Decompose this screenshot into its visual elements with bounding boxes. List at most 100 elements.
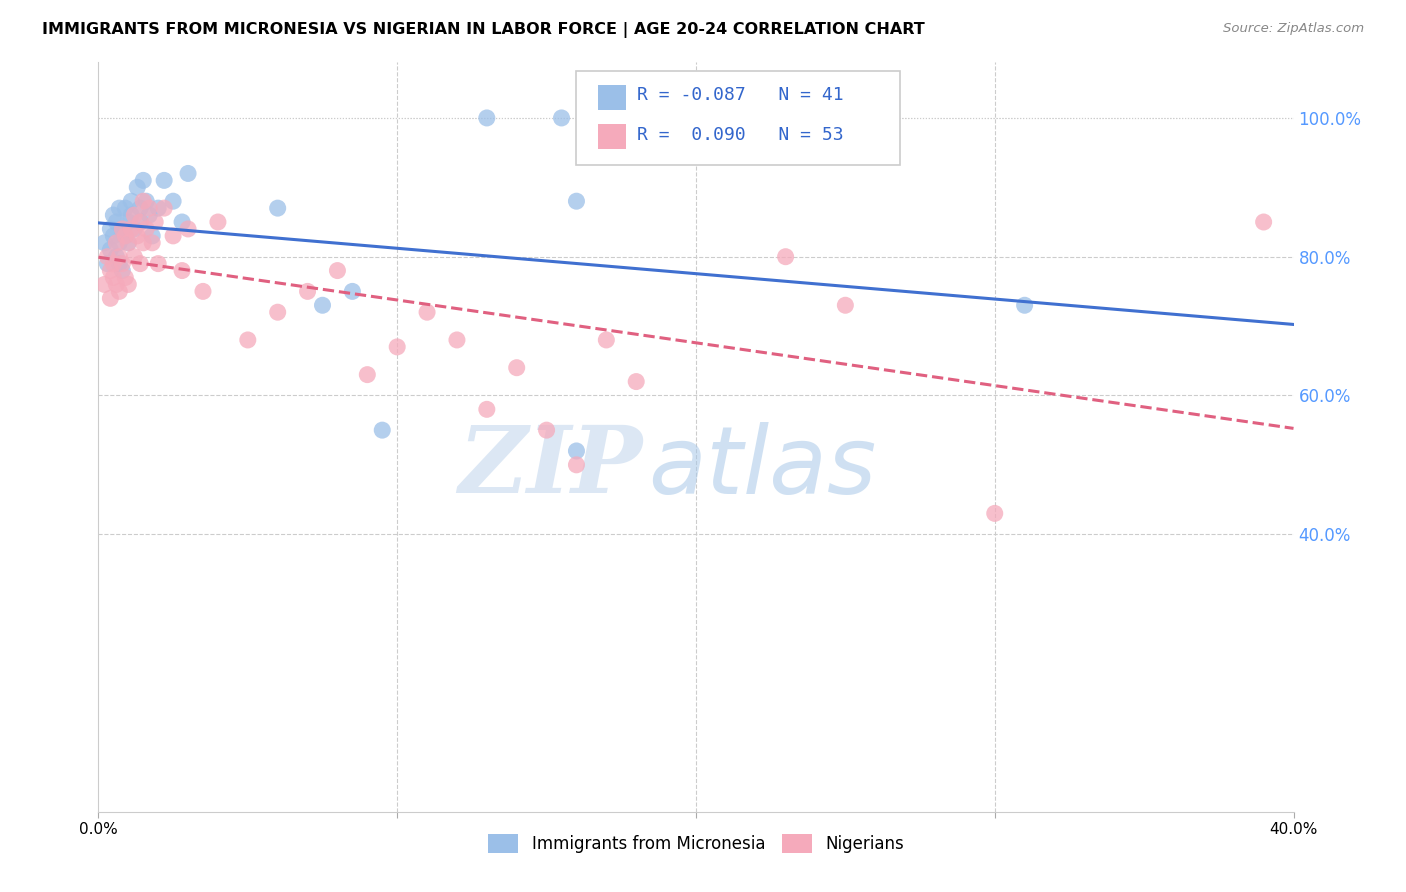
Point — [775, 250, 797, 264]
Point — [114, 228, 136, 243]
Point — [111, 222, 134, 236]
Point — [1253, 215, 1275, 229]
Point — [111, 257, 134, 271]
Point — [124, 250, 146, 264]
Point — [446, 333, 468, 347]
Point — [267, 201, 290, 215]
Point — [148, 257, 170, 271]
Text: ZIP: ZIP — [458, 422, 643, 512]
Point — [98, 291, 122, 305]
Point — [98, 263, 122, 277]
Point — [120, 194, 142, 209]
Point — [207, 215, 229, 229]
Point — [114, 201, 136, 215]
Legend: Immigrants from Micronesia, Nigerians: Immigrants from Micronesia, Nigerians — [481, 827, 911, 860]
Point — [141, 235, 163, 250]
Point — [129, 215, 152, 229]
Point — [153, 201, 176, 215]
Point — [132, 173, 155, 187]
Point — [162, 194, 184, 209]
Point — [475, 111, 498, 125]
Point — [105, 277, 128, 292]
Text: Source: ZipAtlas.com: Source: ZipAtlas.com — [1223, 22, 1364, 36]
Point — [177, 166, 200, 180]
Point — [105, 235, 128, 250]
Point — [834, 298, 856, 312]
Point — [141, 228, 163, 243]
Point — [371, 423, 394, 437]
Point — [93, 277, 115, 292]
Point — [565, 458, 588, 472]
Point — [162, 228, 184, 243]
Point — [138, 201, 160, 215]
Point — [536, 423, 558, 437]
Point — [191, 285, 214, 299]
Point — [416, 305, 439, 319]
Point — [135, 194, 157, 209]
Point — [103, 257, 125, 271]
Point — [96, 250, 118, 264]
Point — [108, 285, 131, 299]
Point — [127, 180, 149, 194]
Point — [120, 222, 142, 236]
Point — [103, 270, 125, 285]
Point — [124, 208, 146, 222]
Point — [267, 305, 290, 319]
Point — [626, 375, 648, 389]
Point — [565, 194, 588, 209]
Point — [385, 340, 409, 354]
Point — [108, 250, 131, 264]
Point — [356, 368, 378, 382]
Text: atlas: atlas — [648, 422, 876, 513]
Point — [111, 263, 134, 277]
Point — [129, 257, 152, 271]
Point — [108, 235, 131, 250]
Point — [105, 250, 128, 264]
Point — [236, 333, 259, 347]
Point — [135, 222, 157, 236]
Point — [153, 173, 176, 187]
Point — [117, 215, 139, 229]
Point — [120, 208, 142, 222]
Point — [93, 235, 115, 250]
Point — [117, 235, 139, 250]
Point — [108, 257, 131, 271]
Point — [96, 257, 118, 271]
Point — [117, 235, 139, 250]
Point — [550, 111, 572, 125]
Point — [177, 222, 200, 236]
Point — [127, 228, 149, 243]
Point — [98, 222, 122, 236]
Point — [143, 215, 166, 229]
Point — [114, 270, 136, 285]
Point — [138, 208, 160, 222]
Point — [1014, 298, 1036, 312]
Point — [132, 194, 155, 209]
Point — [114, 228, 136, 243]
Point — [129, 201, 152, 215]
Point — [172, 263, 194, 277]
Text: IMMIGRANTS FROM MICRONESIA VS NIGERIAN IN LABOR FORCE | AGE 20-24 CORRELATION CH: IMMIGRANTS FROM MICRONESIA VS NIGERIAN I… — [42, 22, 925, 38]
Point — [984, 507, 1007, 521]
Point — [98, 243, 122, 257]
Point — [129, 215, 152, 229]
Text: R =  0.090   N = 53: R = 0.090 N = 53 — [637, 126, 844, 144]
Point — [105, 215, 128, 229]
Point — [297, 285, 319, 299]
Point — [132, 235, 155, 250]
Text: R = -0.087   N = 41: R = -0.087 N = 41 — [637, 87, 844, 104]
Point — [595, 333, 617, 347]
Point — [124, 222, 146, 236]
Point — [111, 222, 134, 236]
Point — [311, 298, 333, 312]
Point — [506, 360, 529, 375]
Point — [475, 402, 498, 417]
Point — [342, 285, 364, 299]
Point — [103, 228, 125, 243]
Point — [103, 208, 125, 222]
Point — [565, 444, 588, 458]
Point — [148, 201, 170, 215]
Point — [326, 263, 349, 277]
Point — [108, 201, 131, 215]
Point — [172, 215, 194, 229]
